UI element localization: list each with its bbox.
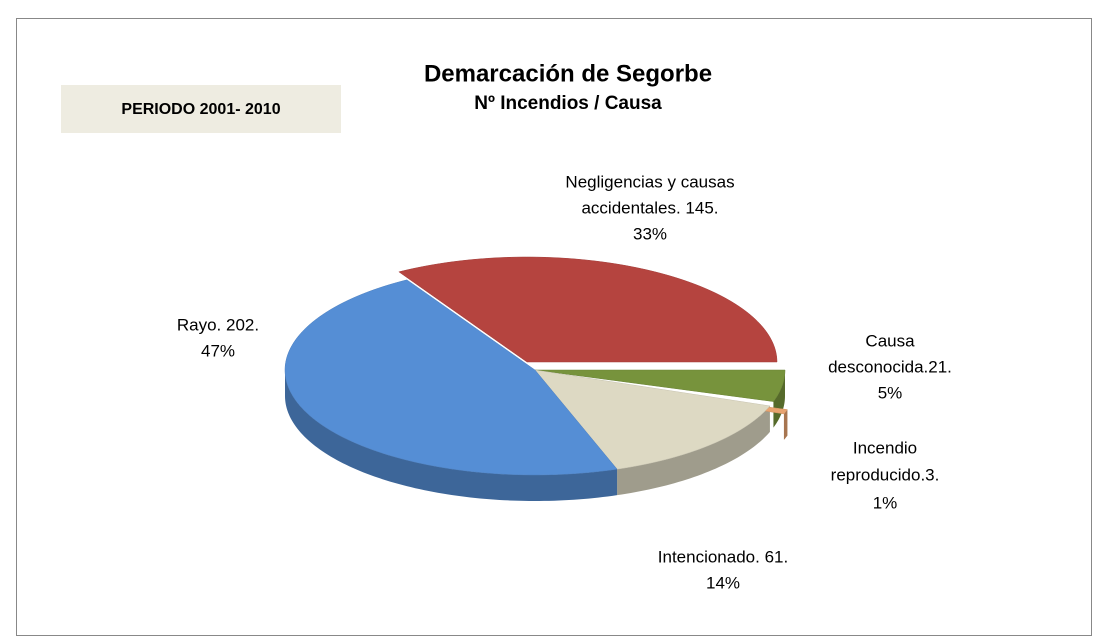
slice-side xyxy=(773,370,785,428)
slice xyxy=(534,369,786,402)
data-label: Rayo. 202. xyxy=(177,315,259,334)
data-label: Negligencias y causas xyxy=(565,172,734,191)
period-box xyxy=(61,85,341,133)
data-label: Intencionado. 61. xyxy=(658,547,788,566)
chart-title: Demarcación de Segorbe xyxy=(424,60,712,87)
slice xyxy=(284,279,618,476)
slice xyxy=(534,369,771,470)
data-label: desconocida.21. xyxy=(828,357,952,376)
slice xyxy=(398,256,778,363)
slice-side xyxy=(617,405,770,496)
data-label: 5% xyxy=(878,383,903,402)
period-label: PERIODO 2001- 2010 xyxy=(121,101,280,118)
slice-side xyxy=(285,370,618,501)
pie-sides xyxy=(285,370,788,501)
data-label: Incendio xyxy=(853,438,917,457)
slice-side xyxy=(783,409,788,440)
chart-subtitle: Nº Incendios / Causa xyxy=(474,93,662,114)
data-labels: Negligencias y causas accidentales. 145. 3… xyxy=(177,172,952,592)
data-label: 14% xyxy=(706,573,740,592)
data-label: reproducido.3. xyxy=(831,465,940,484)
data-label: 47% xyxy=(201,341,235,360)
data-label: accidentales. 145. xyxy=(581,198,718,217)
data-label: 1% xyxy=(873,493,898,512)
data-label: Causa xyxy=(865,331,915,350)
data-label: 33% xyxy=(633,224,667,243)
pie-tops xyxy=(284,256,788,476)
